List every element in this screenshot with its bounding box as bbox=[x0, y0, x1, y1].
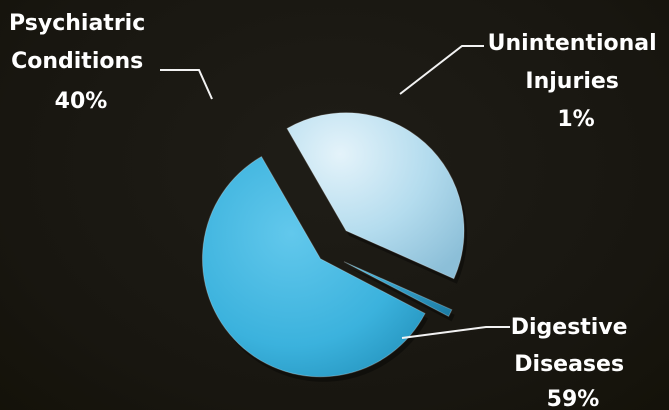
pie-slice-digestive bbox=[201, 155, 426, 378]
leader-line-psychiatric bbox=[160, 69, 213, 100]
slice-label-digestive: Digestive Diseases 59% bbox=[511, 315, 636, 410]
label-value-digestive: 59% bbox=[547, 387, 600, 410]
leader-line-digestive bbox=[401, 326, 510, 339]
label-line-injuries-2: Injuries bbox=[525, 69, 618, 94]
label-value-psychiatric: 40% bbox=[55, 89, 108, 114]
pie-slice-psychiatric bbox=[286, 112, 465, 280]
label-line-psychiatric-1: Psychiatric bbox=[9, 11, 145, 36]
slice-label-injuries: Unintentional Injuries 1% bbox=[488, 31, 665, 132]
label-line-digestive-2: Diseases bbox=[514, 352, 624, 377]
pie-slice-injuries bbox=[343, 261, 453, 318]
label-line-digestive-1: Digestive bbox=[511, 315, 628, 340]
label-line-psychiatric-2: Conditions bbox=[11, 49, 143, 74]
label-line-injuries-1: Unintentional bbox=[488, 31, 657, 56]
label-value-injuries: 1% bbox=[557, 107, 594, 132]
pie-slice-injuries-shadow bbox=[347, 266, 455, 322]
slice-label-psychiatric: Psychiatric Conditions 40% bbox=[9, 11, 153, 114]
leader-line-injuries bbox=[399, 45, 484, 95]
